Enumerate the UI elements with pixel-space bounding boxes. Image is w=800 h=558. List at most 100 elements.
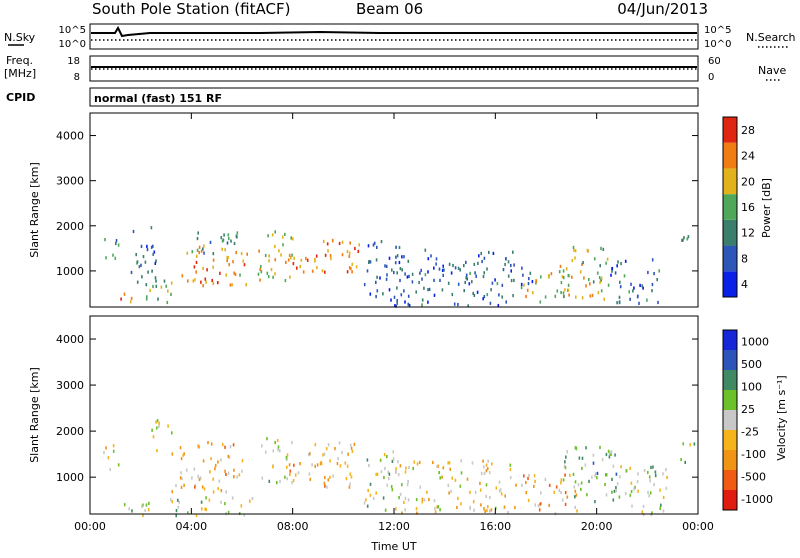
range-gate-cell: [276, 438, 279, 443]
range-gate-cell: [326, 485, 328, 489]
x-tick-label: 00:00: [682, 520, 714, 533]
range-gate-cell: [435, 262, 437, 266]
range-gate-cell: [483, 471, 486, 475]
range-gate-cell: [599, 280, 601, 284]
range-gate-cell: [428, 497, 430, 502]
range-gate-cell: [614, 453, 616, 457]
range-gate-cell: [599, 264, 601, 268]
range-gate-cell: [329, 254, 332, 258]
range-gate-cell: [486, 267, 488, 271]
range-gate-cell: [580, 481, 583, 485]
range-gate-cell: [221, 247, 223, 251]
range-gate-cell: [280, 253, 282, 257]
range-gate-cell: [349, 241, 351, 245]
range-gate-cell: [438, 267, 441, 271]
range-gate-cell: [613, 489, 616, 493]
range-gate-cell: [388, 256, 391, 260]
range-gate-cell: [103, 451, 105, 455]
range-gate-cell: [498, 293, 500, 297]
range-gate-cell: [533, 484, 535, 489]
range-gate-cell: [109, 467, 111, 472]
power-panel: [104, 226, 690, 308]
range-gate-cell: [391, 488, 394, 492]
velocity-panel: [103, 419, 696, 518]
range-gate-cell: [291, 481, 293, 485]
range-gate-cell: [225, 472, 227, 476]
range-gate-cell: [537, 504, 540, 508]
range-gate-cell: [473, 508, 475, 512]
range-gate-cell: [684, 460, 686, 464]
range-gate-cell: [224, 445, 226, 449]
range-gate-cell: [207, 441, 209, 445]
range-gate-cell: [236, 475, 238, 479]
range-gate-cell: [309, 452, 311, 456]
range-gate-cell: [583, 276, 585, 280]
range-gate-cell: [509, 463, 512, 467]
range-gate-cell: [151, 428, 153, 432]
range-gate-cell: [485, 469, 488, 473]
range-gate-cell: [375, 295, 377, 299]
range-gate-cell: [379, 276, 381, 280]
range-gate-cell: [499, 488, 502, 492]
range-gate-cell: [603, 297, 605, 301]
range-gate-cell: [477, 261, 479, 265]
range-gate-cell: [204, 277, 207, 281]
range-gate-cell: [224, 502, 226, 506]
range-gate-cell: [616, 482, 619, 486]
range-gate-cell: [386, 273, 388, 277]
range-gate-cell: [641, 510, 644, 514]
range-gate-cell: [498, 480, 501, 484]
range-gate-cell: [620, 262, 622, 266]
range-gate-cell: [560, 481, 562, 485]
range-gate-cell: [146, 295, 148, 299]
range-gate-cell: [341, 450, 343, 454]
colorbar-segment: [723, 410, 737, 430]
range-gate-cell: [272, 275, 274, 279]
range-gate-cell: [608, 455, 611, 459]
range-gate-cell: [401, 483, 403, 487]
range-gate-cell: [651, 258, 654, 262]
range-gate-cell: [574, 489, 577, 493]
range-gate-cell: [385, 264, 388, 268]
range-gate-cell: [289, 472, 291, 477]
range-gate-cell: [267, 234, 269, 238]
range-gate-cell: [600, 276, 603, 280]
range-gate-cell: [387, 470, 390, 474]
range-gate-cell: [338, 241, 341, 246]
range-gate-cell: [649, 491, 652, 495]
range-gate-cell: [420, 268, 422, 272]
cpid-panel: [89, 87, 699, 107]
range-gate-cell: [682, 238, 684, 242]
range-gate-cell: [202, 266, 204, 270]
colorbar-tick-label: -1000: [741, 493, 773, 506]
range-gate-cell: [654, 470, 657, 474]
range-gate-cell: [285, 260, 287, 264]
colorbar-tick-label: 12: [741, 227, 755, 240]
range-gate-cell: [463, 289, 465, 293]
y-tick-label: 3000: [56, 175, 84, 188]
range-gate-cell: [515, 483, 517, 487]
range-gate-cell: [327, 249, 329, 253]
range-gate-cell: [415, 498, 418, 502]
range-gate-cell: [665, 468, 667, 472]
range-gate-cell: [607, 449, 610, 453]
range-gate-cell: [633, 286, 635, 290]
range-gate-cell: [569, 473, 571, 477]
range-gate-cell: [112, 449, 115, 453]
range-gate-cell: [268, 479, 271, 483]
range-gate-cell: [321, 269, 324, 273]
range-gate-cell: [523, 474, 525, 478]
freq-label: Freq.: [6, 54, 33, 67]
range-gate-cell: [486, 293, 489, 297]
range-gate-cell: [329, 459, 331, 463]
range-gate-cell: [421, 500, 424, 504]
colorbar-segment: [723, 390, 737, 410]
range-gate-cell: [391, 268, 393, 272]
range-gate-cell: [155, 279, 157, 283]
range-gate-cell: [277, 445, 280, 449]
range-gate-cell: [561, 275, 564, 279]
range-gate-cell: [136, 260, 139, 264]
freq-tick-bottom: 8: [74, 72, 80, 83]
range-gate-cell: [574, 480, 577, 484]
range-gate-cell: [281, 235, 284, 239]
